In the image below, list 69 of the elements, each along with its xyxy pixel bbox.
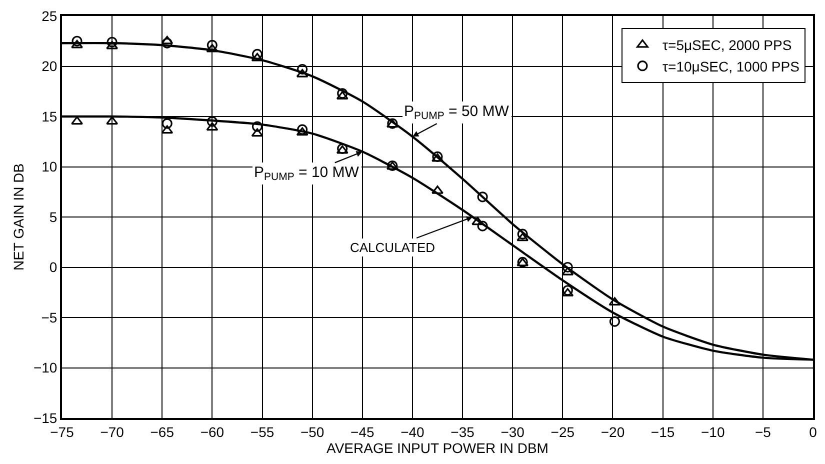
point [71,116,84,125]
point [162,38,172,48]
x-tick-label: −75 [50,424,74,440]
point [609,316,620,327]
x-tick-label: −40 [400,424,425,440]
x-tick-label: −10 [700,424,725,440]
point [432,186,444,194]
point [432,151,443,162]
y-tick-label: 0 [49,259,58,276]
y-tick-label: 20 [42,58,58,74]
x-axis-title: AVERAGE INPUT POWER IN DBM [326,440,548,456]
y-tick-label: 5 [49,208,58,225]
legend-label: τ=10μSEC, 1000 PPS [662,58,800,74]
x-tick-label: −70 [100,424,124,440]
x-tick-label: −60 [200,424,224,440]
x-tick-label: −15 [650,424,675,440]
y-tick-label: −10 [33,360,58,376]
y-tick-label: 25 [42,8,58,24]
point [517,228,528,240]
point [337,143,348,154]
point [252,48,263,60]
point [562,262,573,273]
point [336,145,348,154]
point [562,285,573,296]
y-tick-label: 15 [42,108,58,124]
x-tick-label: −25 [550,424,575,440]
point [206,122,218,131]
point [206,44,218,52]
point [206,40,218,50]
point [296,68,308,78]
point [432,153,444,162]
point [297,64,308,75]
point [477,192,488,202]
x-tick-label: −45 [350,424,374,440]
point [161,125,174,134]
point [477,220,488,232]
x-tick-label: 0 [809,424,818,440]
point [106,116,118,125]
point [337,88,348,99]
point [106,36,118,48]
point [72,36,82,46]
point [251,52,264,62]
point [297,124,308,135]
legend-label: τ=5μSEC, 2000 PPS [662,37,792,54]
y-axis-title: NET GAIN IN DB [10,163,27,271]
point [516,232,529,242]
point [472,216,484,226]
point [252,121,263,132]
point [206,116,218,127]
point [296,127,308,136]
point [71,40,84,48]
point [251,128,264,137]
x-tick-label: −55 [250,424,274,440]
point [162,118,172,129]
x-tick-label: −50 [300,424,324,440]
point [106,40,118,50]
x-tick-label: −20 [600,424,625,440]
point [161,36,174,44]
x-tick-label: −5 [754,424,772,440]
x-tick-label: −35 [450,424,475,440]
annotation: CALCULATED [350,240,436,255]
x-tick-label: −65 [150,424,174,440]
x-tick-label: −30 [500,424,525,440]
y-tick-label: −5 [41,309,58,326]
series-label: P$_{PUMP}$ = 50 MW [404,103,510,122]
series-label: P$_{PUMP}$ = 10 MW [254,164,360,184]
y-tick-label: −15 [33,410,58,426]
y-tick-label: 10 [42,158,58,175]
point [562,266,574,276]
